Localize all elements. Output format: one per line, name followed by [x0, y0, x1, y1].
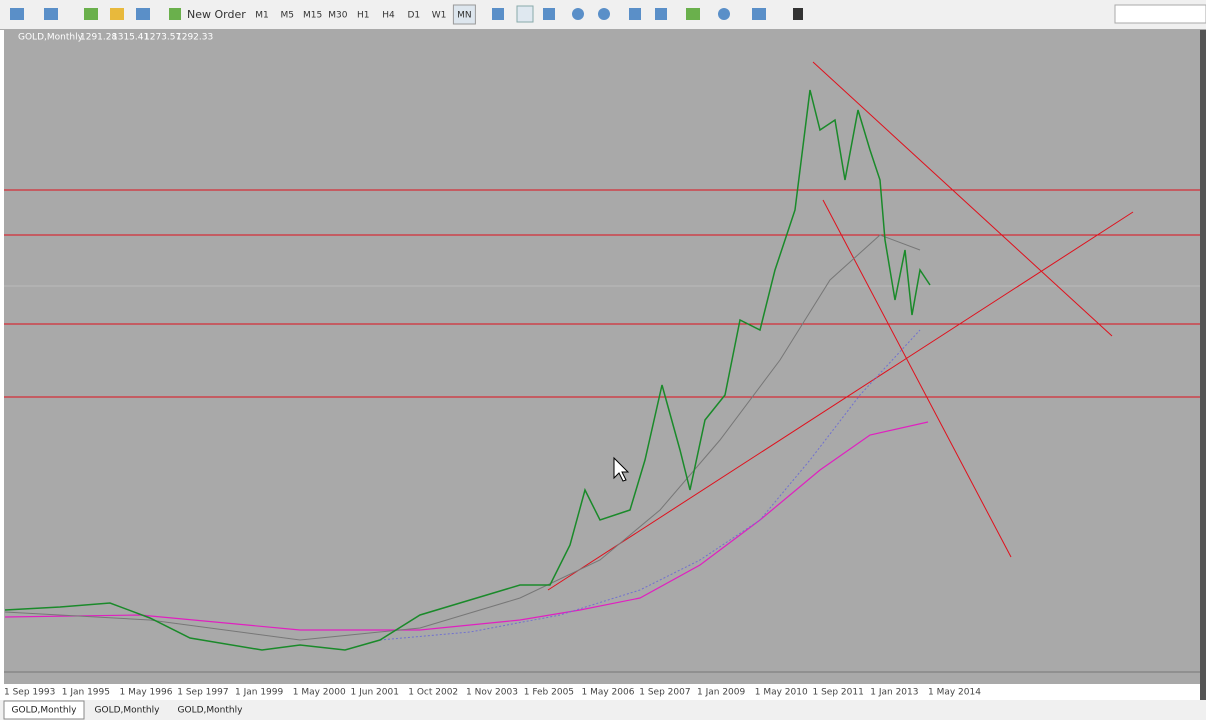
timeframe-button[interactable]: H4	[382, 11, 395, 21]
timeframe-button[interactable]: M15	[303, 11, 322, 21]
timeframe-button[interactable]: H1	[357, 11, 370, 21]
timeframe-button[interactable]: D1	[407, 11, 420, 21]
icon[interactable]	[752, 8, 766, 20]
icon[interactable]	[136, 8, 150, 20]
icon[interactable]	[655, 8, 667, 20]
tabs: GOLD,Monthly GOLD,Monthly GOLD,Monthly	[3, 700, 250, 720]
timeframe-button[interactable]: MN	[457, 11, 472, 21]
time-label: 1 Oct 2002	[408, 688, 458, 698]
time-label: 1 May 2000	[293, 688, 346, 698]
timeframes: M1 M5 M15 M30 H1 H4 D1 W1 MN	[255, 4, 476, 25]
time-axis: 1 Sep 1993 1 Jan 1995 1 May 1996 1 Sep 1997…	[4, 688, 981, 698]
tab-bar	[0, 700, 1206, 720]
indicator-window	[4, 672, 1200, 684]
toolbar-icons	[10, 4, 1206, 24]
scroll-edge	[1200, 30, 1206, 700]
time-label: 1 Sep 1993	[4, 688, 55, 698]
time-label: 1 Jan 1999	[235, 688, 283, 698]
time-label: 1 Jan 2013	[870, 688, 918, 698]
tab-label[interactable]: GOLD,Monthly	[12, 706, 78, 716]
icon[interactable]	[629, 8, 641, 20]
moving-average	[4, 234, 921, 641]
icon[interactable]	[492, 8, 504, 20]
ohlc-value: 1315.41	[112, 33, 149, 43]
trend-line[interactable]	[822, 199, 1012, 558]
time-label: 1 May 2010	[755, 688, 808, 698]
tab[interactable]	[3, 700, 85, 720]
icon[interactable]	[44, 8, 58, 20]
icon[interactable]	[686, 8, 700, 20]
new-order[interactable]: New Order	[187, 8, 246, 21]
ohlc-value: 1292.33	[176, 33, 213, 43]
ohlc-value: 1291.28	[80, 33, 117, 43]
time-label: 1 Sep 2007	[639, 688, 690, 698]
timeframe-button[interactable]: M30	[328, 11, 347, 21]
time-label: 1 May 1996	[120, 688, 173, 698]
icon[interactable]	[84, 8, 98, 20]
time-label: 1 Sep 2011	[813, 688, 864, 698]
timeframe-button[interactable]: W1	[432, 11, 447, 21]
time-label: 1 Jan 2009	[697, 688, 745, 698]
ohlc-value: 1273.57	[144, 33, 181, 43]
trend-line[interactable]	[547, 211, 1134, 591]
icon[interactable]	[598, 8, 610, 20]
symbol: GOLD,Monthly	[18, 33, 84, 43]
icon[interactable]	[718, 8, 730, 20]
icon[interactable]	[10, 8, 24, 20]
time-label: 1 May 2014	[928, 688, 981, 698]
time-label: 1 Feb 2005	[524, 688, 574, 698]
moving-average	[4, 421, 929, 631]
icon[interactable]	[516, 5, 534, 23]
tab[interactable]	[170, 701, 250, 719]
timeframe-button[interactable]: M1	[255, 11, 269, 21]
icon[interactable]	[572, 8, 584, 20]
chart-area	[4, 30, 1200, 672]
tab-label[interactable]: GOLD,Monthly	[95, 706, 161, 716]
time-label: 1 Nov 2003	[466, 688, 518, 698]
icon[interactable]	[793, 8, 803, 20]
search-box[interactable]	[1114, 4, 1206, 24]
timeframe-button[interactable]: M5	[281, 11, 295, 21]
price-series	[4, 89, 931, 651]
tab-label[interactable]: GOLD,Monthly	[178, 706, 244, 716]
time-label: 1 Jun 2001	[351, 688, 399, 698]
time-label: 1 Sep 1997	[177, 688, 228, 698]
icon[interactable]	[169, 8, 181, 20]
trend-line[interactable]	[812, 61, 1113, 337]
pressed-button	[452, 4, 476, 25]
icon[interactable]	[110, 8, 124, 20]
tab[interactable]	[87, 701, 167, 719]
cursor	[613, 456, 630, 482]
moving-average	[379, 329, 921, 641]
time-label: 1 Jan 1995	[62, 688, 110, 698]
icon[interactable]	[543, 8, 555, 20]
drawings	[4, 61, 1200, 591]
time-label: 1 May 2006	[582, 688, 635, 698]
